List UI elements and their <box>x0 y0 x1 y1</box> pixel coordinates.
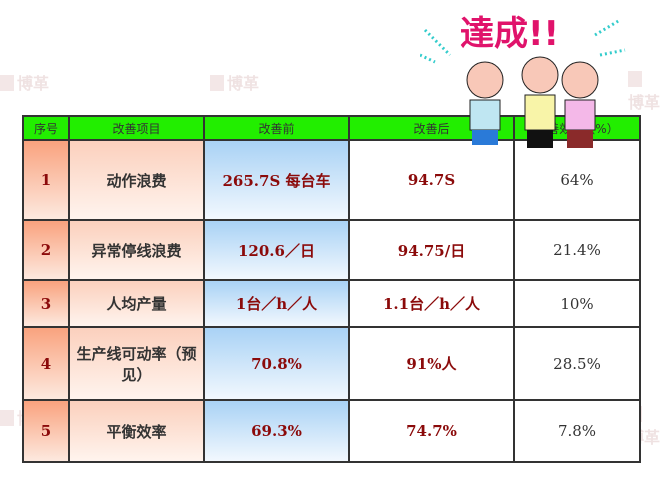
improvement-item: 人均产量 <box>68 279 205 328</box>
watermark-logo: 博革 <box>210 70 259 94</box>
after-value: 94.7S <box>348 139 515 221</box>
row-number: 5 <box>22 399 70 463</box>
effect-value: 64% <box>513 139 641 221</box>
effect-value: 10% <box>513 279 641 328</box>
effect-value: 7.8% <box>513 399 641 463</box>
table-row: 4 生产线可动率（预见） 70.8% 91%人 28.5% <box>22 326 641 401</box>
row-number: 2 <box>22 219 70 281</box>
header-before: 改善前 <box>203 115 350 141</box>
table-row: 1 动作浪费 265.7S 每台车 94.7S 64% <box>22 139 641 221</box>
after-value: 94.75/日 <box>348 219 515 281</box>
before-value: 1台／h／人 <box>203 279 350 328</box>
table-row: 3 人均产量 1台／h／人 1.1台／h／人 10% <box>22 279 641 328</box>
before-value: 69.3% <box>203 399 350 463</box>
before-value: 70.8% <box>203 326 350 401</box>
after-value: 1.1台／h／人 <box>348 279 515 328</box>
after-value: 74.7% <box>348 399 515 463</box>
banner-text: 達成!! <box>460 14 559 54</box>
effect-value: 21.4% <box>513 219 641 281</box>
person-middle-icon <box>521 56 559 148</box>
before-value: 265.7S 每台车 <box>203 139 350 221</box>
row-number: 4 <box>22 326 70 401</box>
person-left-icon <box>466 61 504 145</box>
header-no: 序号 <box>22 115 70 141</box>
before-value: 120.6／日 <box>203 219 350 281</box>
table-row: 5 平衡效率 69.3% 74.7% 7.8% <box>22 399 641 463</box>
improvement-item: 平衡效率 <box>68 399 205 463</box>
watermark-logo: 博革 <box>628 70 660 113</box>
improvement-item: 动作浪费 <box>68 139 205 221</box>
row-number: 3 <box>22 279 70 328</box>
header-item: 改善项目 <box>68 115 205 141</box>
table-row: 2 异常停线浪费 120.6／日 94.75/日 21.4% <box>22 219 641 281</box>
after-value: 91%人 <box>348 326 515 401</box>
improvement-item: 异常停线浪费 <box>68 219 205 281</box>
celebration-cartoon: 達成!! <box>420 14 626 148</box>
watermark-logo: 博革 <box>0 70 49 94</box>
effect-value: 28.5% <box>513 326 641 401</box>
improvement-item: 生产线可动率（预见） <box>68 326 205 401</box>
person-right-icon <box>561 61 599 148</box>
row-number: 1 <box>22 139 70 221</box>
